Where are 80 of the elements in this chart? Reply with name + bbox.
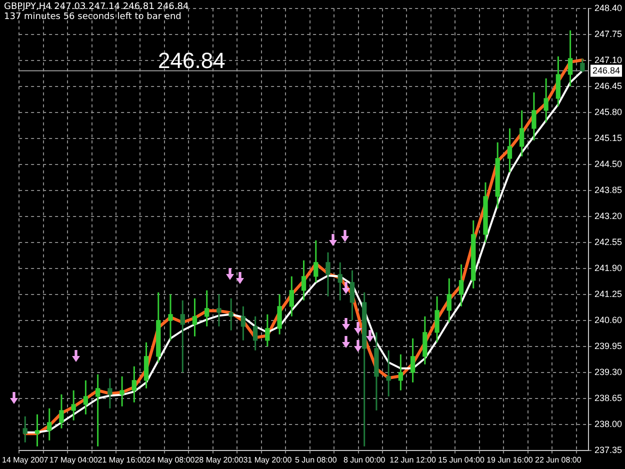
- candlestick: [471, 220, 476, 290]
- candlestick: [338, 262, 342, 302]
- candlestick: [507, 128, 512, 174]
- candlestick: [277, 294, 282, 336]
- y-tick-label: 242.55: [594, 236, 622, 247]
- candlestick: [216, 294, 222, 328]
- candlestick: [386, 350, 391, 398]
- candlestick: [265, 314, 270, 348]
- candlestick: [108, 378, 112, 410]
- y-tick-label: 245.15: [594, 132, 622, 143]
- candlestick: [240, 306, 246, 342]
- y-tick-label: 244.50: [594, 158, 622, 169]
- candlestick: [120, 376, 124, 408]
- y-tick-label: 247.10: [594, 54, 622, 65]
- candlestick: [132, 366, 136, 404]
- x-tick-label: 31 May 20:00: [243, 455, 292, 464]
- candlestick: [71, 390, 76, 422]
- chart-title: GBPJPY,H4 247.03 247.14 246.81 246.84: [4, 2, 189, 12]
- candlestick: [95, 374, 100, 448]
- candlestick: [374, 332, 379, 412]
- candlestick: [362, 292, 367, 448]
- candlestick: [520, 110, 524, 158]
- y-tick-label: 247.75: [594, 28, 622, 39]
- y-tick-label: 237.35: [594, 444, 622, 455]
- x-tick-label: 22 Jun 08:00: [535, 455, 582, 464]
- candlestick: [228, 298, 234, 332]
- x-tick-label: 8 Jun 00:00: [343, 455, 386, 464]
- y-tick-label: 243.85: [594, 184, 622, 195]
- annotation: 246.84: [158, 48, 226, 74]
- x-tick-label: 17 May 04:00: [49, 455, 98, 464]
- candlestick: [398, 354, 404, 392]
- y-tick-label: 238.00: [594, 418, 622, 429]
- candlestick: [483, 182, 488, 244]
- candlestick: [422, 316, 428, 366]
- x-tick-label: 14 May 2007: [2, 455, 49, 464]
- candlestick: [289, 276, 294, 318]
- candlestick: [314, 240, 318, 284]
- y-tick-label: 238.65: [594, 392, 622, 403]
- candlestick: [301, 260, 306, 302]
- y-tick-label: 248.40: [594, 2, 622, 13]
- y-tick-label: 239.30: [594, 366, 622, 377]
- candlestick: [252, 316, 258, 352]
- x-tick-label: 15 Jun 04:00: [438, 455, 485, 464]
- x-tick-label: 28 May 20:00: [194, 455, 244, 464]
- y-tick-label: 240.60: [594, 314, 622, 325]
- candlestick: [47, 408, 52, 442]
- x-tick-label: 5 Jun 08:00: [294, 455, 338, 464]
- candlestick: [556, 56, 561, 108]
- candlestick: [495, 142, 500, 210]
- y-tick-label: 239.95: [594, 340, 622, 351]
- y-tick-label: 243.20: [594, 210, 622, 221]
- candlestick: [410, 338, 416, 384]
- candlestick: [156, 292, 161, 364]
- x-tick-label: 24 May 08:00: [146, 455, 196, 464]
- candlestick: [568, 30, 573, 88]
- candlestick: [59, 394, 64, 430]
- candlestick: [34, 414, 40, 448]
- y-tick-label: 246.45: [594, 80, 622, 91]
- candlestick: [168, 294, 173, 342]
- x-tick-label: 21 May 16:00: [98, 455, 147, 464]
- candlestick: [180, 300, 185, 374]
- candlestick: [144, 342, 149, 390]
- candlestick: [532, 92, 536, 142]
- candlestick: [544, 78, 548, 124]
- candlestick: [326, 252, 330, 298]
- chart-subtitle: 137 minutes 56 seconds left to bar end: [4, 12, 182, 22]
- candlestick: [434, 296, 440, 344]
- candlestick: [83, 380, 88, 416]
- ref-line-label: 246.84: [592, 65, 620, 76]
- candlestick: [458, 264, 464, 308]
- y-tick-label: 245.80: [594, 106, 622, 117]
- x-tick-label: 19 Jun 16:00: [486, 455, 534, 464]
- candlestick: [350, 270, 355, 322]
- candlestick: [192, 298, 198, 338]
- candlestick: [446, 278, 452, 324]
- x-tick-label: 12 Jun 12:00: [390, 455, 436, 464]
- y-tick-label: 241.90: [594, 262, 622, 273]
- candlestick: [22, 416, 28, 444]
- candlestick: [204, 290, 210, 328]
- y-tick-label: 241.25: [594, 288, 622, 299]
